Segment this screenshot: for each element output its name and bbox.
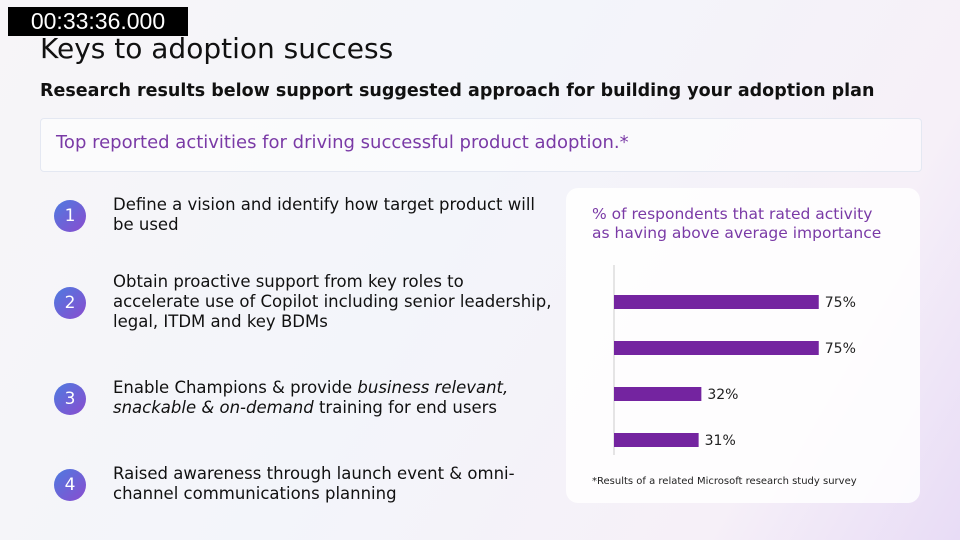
item-text: Define a vision and identify how target …: [113, 195, 553, 235]
item-number: 2: [54, 287, 86, 319]
item-number: 4: [54, 469, 86, 501]
value-label: 75%: [825, 295, 856, 311]
item-text-run: Enable Champions & provide: [113, 378, 358, 397]
item-number: 3: [54, 383, 86, 415]
chart-title: % of respondents that rated activity as h…: [592, 205, 881, 242]
footnote: *Results of a related Microsoft research…: [592, 476, 857, 487]
value-label: 31%: [705, 433, 736, 449]
timestamp: 00:33:36.000: [8, 7, 188, 36]
item-text: Enable Champions & provide business rele…: [113, 378, 553, 418]
value-label: 32%: [707, 387, 738, 403]
bar: [614, 295, 819, 309]
item-text: Obtain proactive support from key roles …: [113, 272, 553, 332]
item-text-run: training for end users: [313, 398, 497, 417]
item-text-run: business relevant, snackable & on-demand: [113, 378, 509, 417]
banner: Top reported activities for driving succ…: [40, 118, 922, 172]
item-text-run: Obtain proactive support from key roles …: [113, 272, 552, 331]
bar: [614, 433, 699, 447]
banner-text: Top reported activities for driving succ…: [56, 132, 629, 153]
item-text-run: Define a vision and identify how target …: [113, 195, 535, 234]
bar: [614, 387, 702, 401]
item-text-run: Raised awareness through launch event & …: [113, 464, 515, 503]
bar: [614, 341, 819, 355]
subtitle: Research results below support suggested…: [40, 81, 875, 101]
item-number: 1: [54, 200, 86, 232]
item-text: Raised awareness through launch event & …: [113, 464, 553, 504]
value-label: 75%: [825, 341, 856, 357]
title: Keys to adoption success: [40, 32, 394, 65]
